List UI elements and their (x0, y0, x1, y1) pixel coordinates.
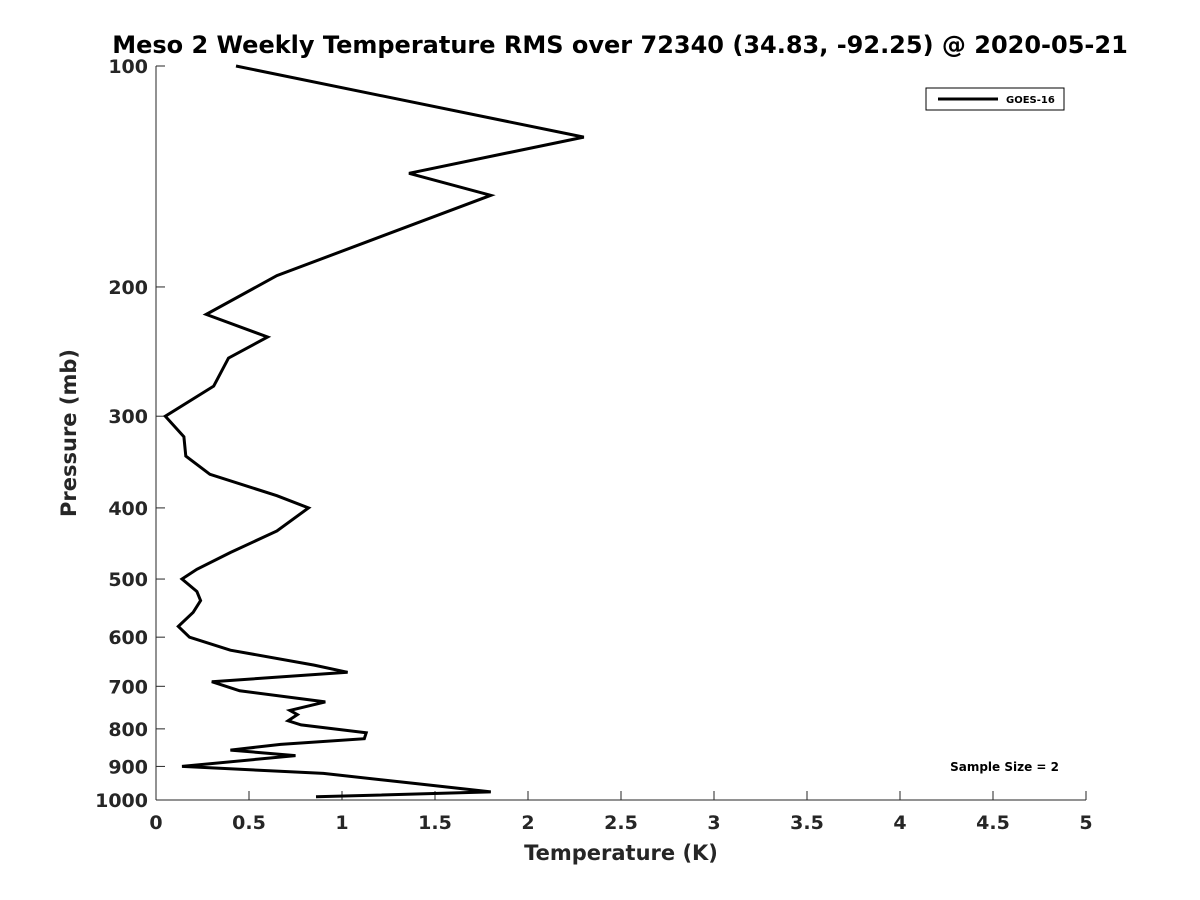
x-tick-label: 5 (1079, 812, 1092, 834)
legend: GOES-16 (925, 87, 1065, 111)
y-tick-label: 100 (108, 56, 148, 78)
y-tick-label: 600 (108, 627, 148, 649)
x-tick-label: 4 (893, 812, 906, 834)
y-tick-label: 1000 (95, 790, 148, 812)
y-tick-label: 200 (108, 277, 148, 299)
plot-area: 0 0.5 1 1.5 2 2.5 3 3.5 4 4.5 5 100 200 300 400 500 600… (95, 56, 1093, 834)
y-tick-label: 900 (108, 756, 148, 778)
y-tick-label: 700 (108, 676, 148, 698)
series-line (162, 64, 585, 799)
x-tick-label: 3.5 (790, 812, 824, 834)
y-tick-label: 400 (108, 498, 148, 520)
legend-label: GOES-16 (1006, 95, 1055, 106)
x-tick-label: 0 (149, 812, 162, 834)
x-tick-label: 2 (521, 812, 534, 834)
x-tick-label: 3 (707, 812, 720, 834)
y-axis-label: Pressure (mb) (57, 349, 81, 517)
series-layer (162, 64, 585, 799)
x-ticks: 0 0.5 1 1.5 2 2.5 3 3.5 4 4.5 5 (149, 791, 1093, 834)
y-tick-label: 500 (108, 569, 148, 591)
y-tick-label: 800 (108, 719, 148, 741)
x-tick-label: 1 (335, 812, 348, 834)
x-tick-label: 0.5 (232, 812, 266, 834)
y-tick-label: 300 (108, 406, 148, 428)
y-ticks: 100 200 300 400 500 600 700 800 900 1000 (95, 56, 165, 812)
x-axis-label: Temperature (K) (524, 841, 718, 865)
sample-size-annotation: Sample Size = 2 (950, 760, 1059, 774)
chart-title: Meso 2 Weekly Temperature RMS over 72340… (112, 31, 1128, 59)
x-tick-label: 2.5 (604, 812, 638, 834)
x-tick-label: 4.5 (976, 812, 1010, 834)
x-tick-label: 1.5 (418, 812, 452, 834)
